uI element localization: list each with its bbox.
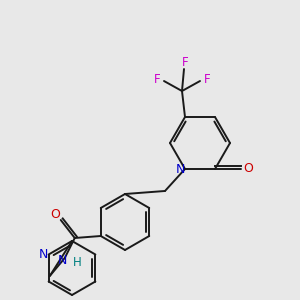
Text: F: F bbox=[204, 73, 210, 85]
Text: F: F bbox=[182, 56, 188, 68]
Text: N: N bbox=[39, 248, 48, 261]
Text: F: F bbox=[154, 73, 160, 85]
Text: N: N bbox=[58, 254, 68, 266]
Text: O: O bbox=[243, 163, 253, 176]
Text: H: H bbox=[72, 256, 81, 268]
Text: O: O bbox=[50, 208, 60, 221]
Text: N: N bbox=[175, 164, 185, 176]
